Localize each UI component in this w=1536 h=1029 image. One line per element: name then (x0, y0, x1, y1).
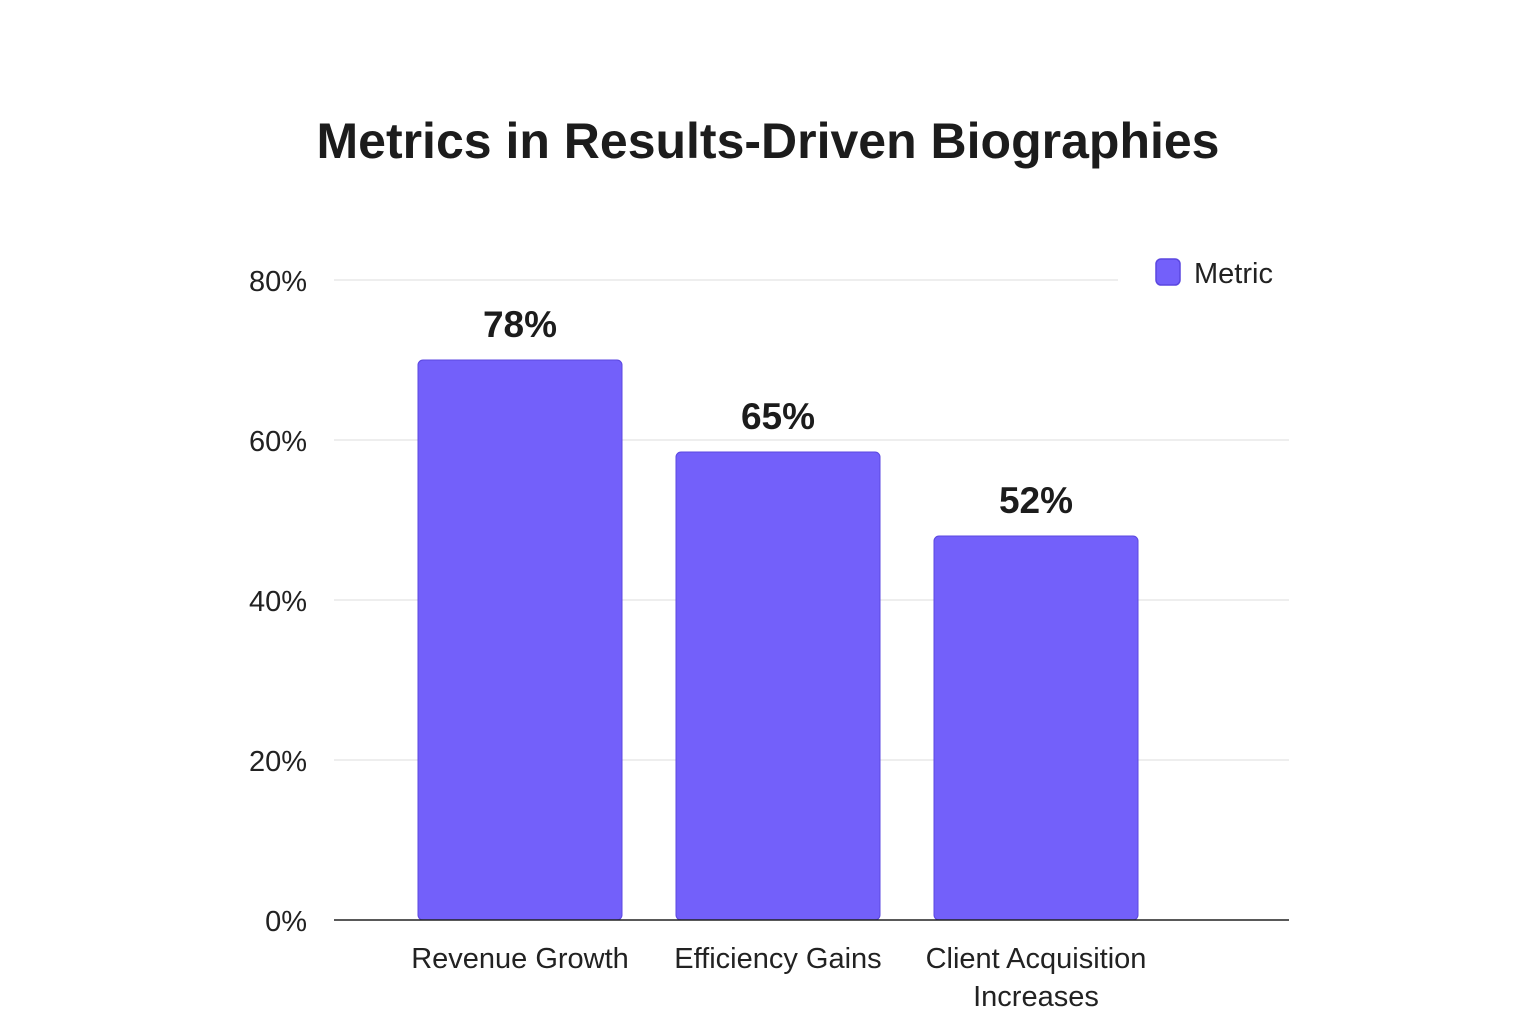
category-label: Increases (973, 981, 1099, 1013)
y-tick-label: 60% (249, 426, 307, 458)
chart-title: Metrics in Results-Driven Biographies (316, 113, 1219, 169)
category-label: Client Acquisition (926, 943, 1147, 975)
bars (417, 359, 1139, 921)
data-labels: 78% 65% 52% (483, 304, 1073, 521)
legend-swatch-metric (1155, 258, 1181, 286)
category-label: Efficiency Gains (674, 943, 881, 975)
data-label: 78% (483, 304, 557, 345)
y-axis-ticks: 0% 20% 40% 60% 80% (249, 266, 307, 938)
bar (417, 359, 623, 921)
bar (675, 451, 881, 921)
y-tick-label: 40% (249, 586, 307, 618)
legend-label-metric: Metric (1194, 258, 1273, 290)
data-label: 52% (999, 480, 1073, 521)
data-label: 65% (741, 396, 815, 437)
category-label: Revenue Growth (411, 943, 629, 975)
y-tick-label: 80% (249, 266, 307, 298)
bar (933, 535, 1139, 921)
legend: Metric (1155, 258, 1273, 290)
category-labels: Revenue Growth Efficiency Gains Client Acq… (411, 943, 1146, 1013)
y-tick-label: 20% (249, 746, 307, 778)
y-tick-label: 0% (265, 906, 307, 938)
